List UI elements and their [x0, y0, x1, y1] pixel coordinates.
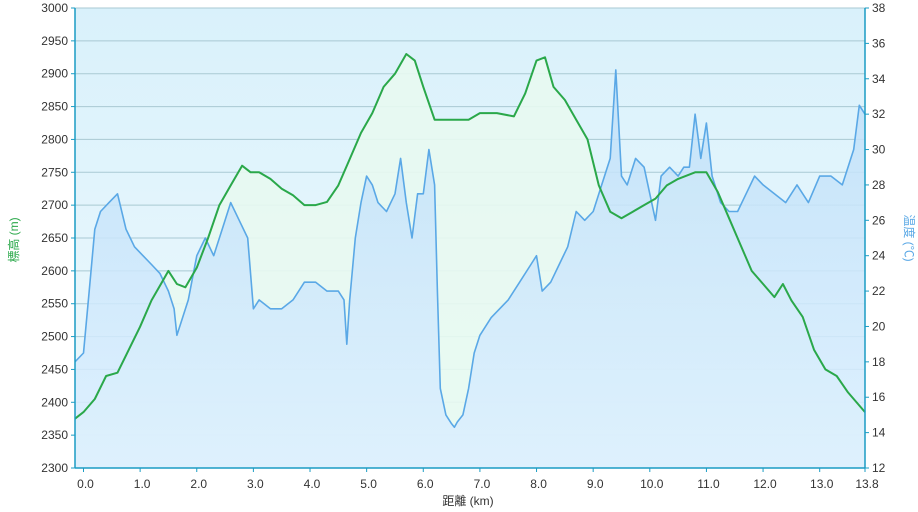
y-left-tick-label: 2700 — [41, 198, 68, 212]
y-left-tick-label: 2450 — [41, 362, 68, 376]
x-tick-label: 0.0 — [77, 477, 94, 491]
y-right-tick-label: 30 — [872, 143, 886, 157]
y-left-tick-label: 2300 — [41, 461, 68, 475]
y-left-tick-label: 2800 — [41, 132, 68, 146]
x-tick-label: 2.0 — [190, 477, 207, 491]
y-left-tick-label: 2900 — [41, 67, 68, 81]
elevation-line — [74, 53, 866, 420]
x-tick-label: 11.0 — [697, 477, 720, 491]
x-axis-title: 距離 (km) — [442, 494, 493, 508]
y-right-tick-label: 14 — [872, 426, 886, 440]
x-tick-label: 10.0 — [640, 477, 664, 491]
y-right-tick-label: 34 — [872, 72, 886, 86]
x-tick-label: 7.0 — [474, 477, 491, 491]
x-tick-label: 13.0 — [810, 477, 834, 491]
y-right-tick-label: 28 — [872, 178, 886, 192]
x-tick-label: 12.0 — [753, 477, 777, 491]
x-tick-label: 8.0 — [530, 477, 547, 491]
y-left-tick-label: 2950 — [41, 34, 68, 48]
y-left-tick-label: 2350 — [41, 428, 68, 442]
y-left-tick-label: 2750 — [41, 165, 68, 179]
y-left-tick-label: 2600 — [41, 264, 68, 278]
y-right-tick-label: 24 — [872, 249, 886, 263]
axes — [71, 7, 869, 472]
x-tick-label: 1.0 — [134, 477, 151, 491]
x-tick-label: 4.0 — [304, 477, 321, 491]
y-left-tick-label: 2650 — [41, 231, 68, 245]
y-right-tick-label: 18 — [872, 355, 886, 369]
y-axis-right-title: 温度 (℃) — [902, 214, 917, 261]
x-tick-label: 5.0 — [360, 477, 377, 491]
x-tick-label: 3.0 — [247, 477, 264, 491]
y-right-tick-label: 26 — [872, 213, 886, 227]
y-right-tick-label: 12 — [872, 461, 886, 475]
y-left-tick-label: 3000 — [41, 1, 68, 15]
y-axis-left-title: 標高 (m) — [6, 217, 21, 262]
y-right-tick-label: 22 — [872, 284, 886, 298]
y-right-tick-label: 16 — [872, 390, 886, 404]
y-right-tick-label: 38 — [872, 1, 886, 15]
y-left-tick-label: 2550 — [41, 297, 68, 311]
temperature-line — [74, 69, 866, 429]
x-tick-label: 6.0 — [417, 477, 434, 491]
y-left-tick-label: 2500 — [41, 330, 68, 344]
tick-labels: 2300 2350 2400 2450 2500 2550 2600 2650 2700 2750… — [41, 1, 885, 491]
x-tick-label: 9.0 — [587, 477, 604, 491]
x-tick-label: 13.8 — [855, 477, 879, 491]
y-right-tick-label: 32 — [872, 107, 886, 121]
y-left-tick-label: 2850 — [41, 100, 68, 114]
y-right-tick-label: 20 — [872, 319, 886, 333]
y-right-tick-label: 36 — [872, 36, 886, 50]
y-left-tick-label: 2400 — [41, 395, 68, 409]
